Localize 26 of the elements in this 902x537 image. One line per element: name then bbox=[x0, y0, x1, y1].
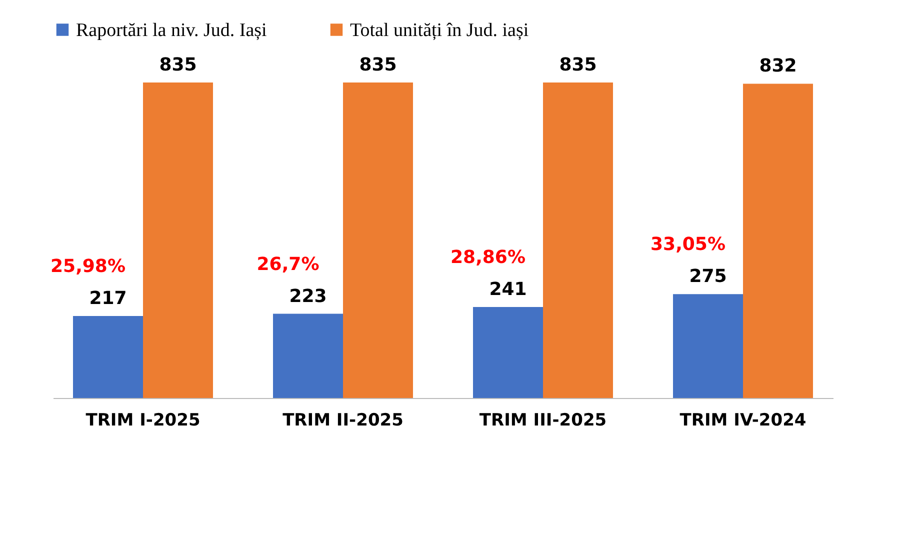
data-label: 835 bbox=[559, 54, 597, 76]
data-label: 223 bbox=[289, 286, 327, 307]
bar bbox=[543, 82, 613, 398]
bar bbox=[743, 84, 813, 398]
annotation: 28,86% bbox=[450, 246, 526, 268]
x-tick-label: TRIM I-2025 bbox=[86, 410, 200, 430]
data-label: 217 bbox=[89, 288, 127, 310]
legend-label: Raportări la niv. Jud. Iași bbox=[76, 20, 267, 41]
annotation: 25,98% bbox=[50, 256, 126, 278]
annotation: 26,7% bbox=[256, 254, 320, 275]
annotation: 33,05% bbox=[650, 234, 726, 256]
bar bbox=[143, 82, 213, 398]
x-tick-label: TRIM III-2025 bbox=[479, 410, 607, 430]
x-tick-label: TRIM II-2025 bbox=[282, 410, 404, 430]
bar bbox=[273, 314, 343, 398]
legend-label: Total unități în Jud. iași bbox=[350, 20, 529, 41]
bar bbox=[673, 294, 743, 398]
bar bbox=[73, 316, 143, 398]
x-tick-label: TRIM IV-2024 bbox=[680, 410, 806, 430]
data-label: 832 bbox=[759, 56, 797, 77]
data-label: 835 bbox=[159, 54, 197, 76]
bar bbox=[473, 306, 543, 398]
data-label: 275 bbox=[689, 266, 727, 288]
data-label: 241 bbox=[489, 278, 527, 300]
data-label: 835 bbox=[359, 54, 397, 76]
bar bbox=[343, 82, 413, 398]
